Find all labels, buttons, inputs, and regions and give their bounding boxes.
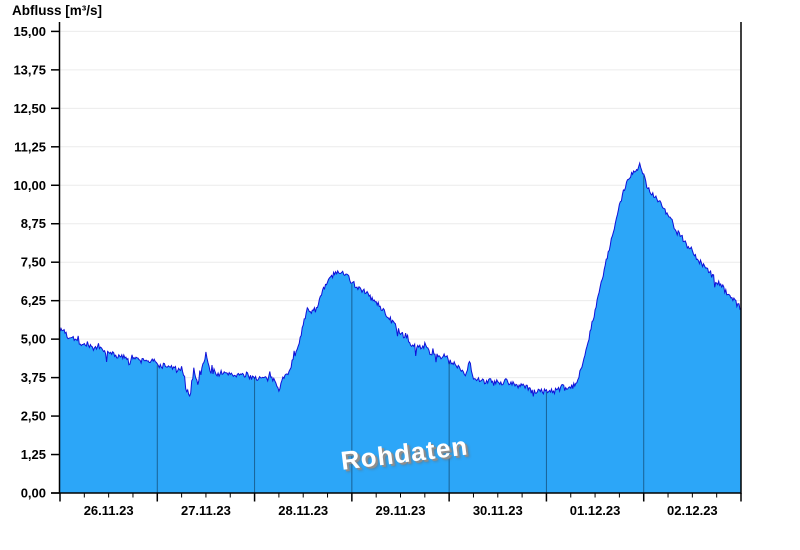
svg-text:30.11.23: 30.11.23 <box>473 503 523 518</box>
svg-text:27.11.23: 27.11.23 <box>181 503 231 518</box>
day-boundary-lines <box>156 175 645 493</box>
y-axis-title: Abfluss [m³/s] <box>12 3 103 18</box>
svg-text:6,25: 6,25 <box>21 293 46 308</box>
svg-text:3,75: 3,75 <box>21 370 46 385</box>
svg-text:15,00: 15,00 <box>13 24 46 39</box>
svg-text:8,75: 8,75 <box>21 216 46 231</box>
series-fill <box>60 163 741 493</box>
svg-text:26.11.23: 26.11.23 <box>84 503 134 518</box>
svg-text:7,50: 7,50 <box>21 255 46 270</box>
svg-text:01.12.23: 01.12.23 <box>570 503 621 518</box>
svg-text:0,00: 0,00 <box>21 486 46 501</box>
svg-text:2,50: 2,50 <box>21 409 46 424</box>
x-tick-labels: 26.11.23 27.11.23 28.11.23 29.11.23 30.11.23… <box>84 503 718 518</box>
svg-text:10,00: 10,00 <box>13 178 46 193</box>
svg-text:12,50: 12,50 <box>13 101 46 116</box>
svg-text:13,75: 13,75 <box>13 62 46 77</box>
svg-text:29.11.23: 29.11.23 <box>376 503 426 518</box>
svg-text:1,25: 1,25 <box>21 447 46 462</box>
x-ticks <box>59 493 742 502</box>
svg-text:11,25: 11,25 <box>14 139 46 154</box>
svg-text:28.11.23: 28.11.23 <box>278 503 328 518</box>
svg-text:5,00: 5,00 <box>21 332 46 347</box>
y-tick-labels: 15,00 13,75 12,50 11,25 10,00 8,75 7,50 6,25 5,0… <box>13 24 59 501</box>
svg-text:02.12.23: 02.12.23 <box>667 503 718 518</box>
series-line <box>59 161 742 398</box>
